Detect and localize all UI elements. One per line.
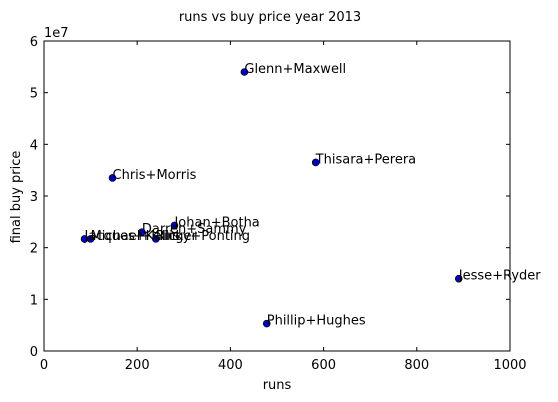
x-tick-label: 800 (404, 358, 429, 373)
data-point (152, 235, 160, 243)
plot-area: 0 200 400 600 800 1000 0 1 2 3 4 5 6 Glenn+Maxwell Thi… (30, 35, 542, 373)
data-point (454, 274, 463, 283)
point-label: Thisara+Perera (315, 152, 416, 167)
data-point (240, 68, 249, 76)
point-label: Chris+Morris (113, 168, 197, 183)
y-axis-label: final buy price (9, 151, 24, 244)
data-point (262, 319, 271, 328)
y-tick-label: 3 (30, 190, 38, 205)
data-point (108, 174, 117, 182)
point-label: Johan+Botha (173, 215, 259, 230)
plot-frame (43, 40, 511, 352)
y-offset-label: 1e7 (44, 26, 69, 41)
y-tick-label: 5 (30, 87, 38, 102)
data-point (170, 221, 179, 230)
data-point (311, 158, 320, 167)
y-tick-label: 0 (30, 345, 38, 360)
x-tick-label: 0 (40, 358, 48, 373)
point-label: Ricky+Ponting (156, 229, 250, 244)
x-tick-label: 600 (311, 358, 336, 373)
point-label: Darren+Sammy (142, 222, 247, 237)
point-label: Jacques+Kallis (84, 229, 180, 244)
x-axis-label: runs (263, 378, 292, 393)
point-label: Michael+Klinger (91, 229, 198, 244)
x-tick-label: 400 (218, 358, 243, 373)
x-tick-label: 1000 (493, 358, 526, 373)
point-label: Phillip+Hughes (267, 314, 366, 329)
y-tick-label: 4 (30, 138, 38, 153)
y-tick-label: 1 (30, 293, 38, 308)
point-label: Glenn+Maxwell (244, 62, 346, 77)
y-tick-label: 2 (30, 242, 38, 257)
chart-title: runs vs buy price year 2013 (179, 10, 361, 25)
data-point (80, 235, 89, 243)
y-tick-label: 6 (30, 35, 38, 50)
x-tick-label: 200 (125, 358, 150, 373)
point-label: Jesse+Ryder (458, 269, 542, 284)
data-point (138, 228, 146, 236)
